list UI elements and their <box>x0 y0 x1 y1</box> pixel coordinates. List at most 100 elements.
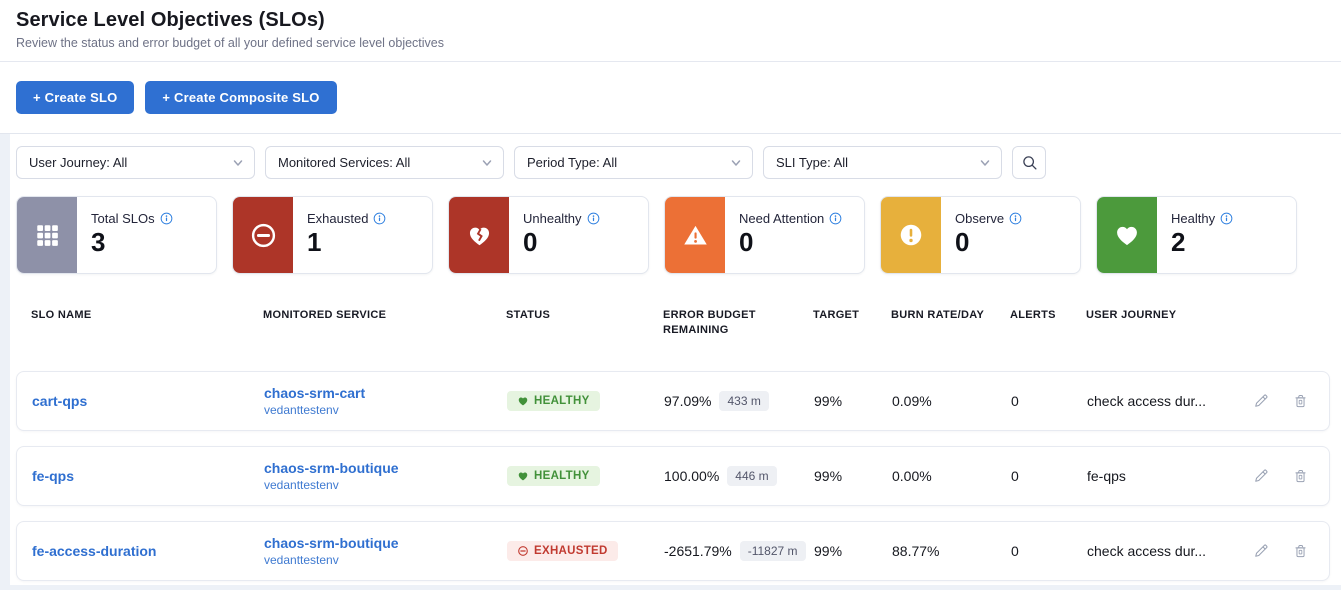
stat-card-need-attention[interactable]: Need Attention 0 <box>664 196 865 274</box>
stat-label: Healthy <box>1171 211 1216 226</box>
error-budget-percent: 97.09% <box>664 393 712 409</box>
stat-card-unhealthy[interactable]: Unhealthy 0 <box>448 196 649 274</box>
column-header: MONITORED SERVICE <box>263 309 387 321</box>
alert-circle-icon <box>881 197 941 273</box>
page-header: Service Level Objectives (SLOs) Review t… <box>0 0 1341 62</box>
grid-icon <box>17 197 77 273</box>
burn-rate-value: 0.00% <box>892 468 932 484</box>
stat-label: Exhausted <box>307 211 369 226</box>
column-header: ALERTS <box>1010 309 1056 321</box>
alerts-count: 0 <box>1011 543 1019 559</box>
status-icon <box>517 395 529 407</box>
info-icon[interactable] <box>829 212 842 225</box>
stat-label: Unhealthy <box>523 211 582 226</box>
info-icon[interactable] <box>1009 212 1022 225</box>
column-header: BURN RATE/DAY <box>891 309 985 321</box>
stat-label: Total SLOs <box>91 211 155 226</box>
error-budget-percent: -2651.79% <box>664 543 732 559</box>
status-badge: EXHAUSTED <box>507 541 618 561</box>
chevron-down-icon <box>730 157 742 169</box>
table-row: fe-access-duration chaos-srm-boutique ve… <box>16 521 1330 581</box>
content-area: User Journey: All Monitored Services: Al… <box>0 133 1341 590</box>
filter-select[interactable]: SLI Type: All <box>763 146 1002 179</box>
edit-slo-button[interactable] <box>1252 542 1270 560</box>
table-row: fe-qps chaos-srm-boutique vedanttestenv … <box>16 446 1330 506</box>
monitored-service-link[interactable]: chaos-srm-boutique <box>264 460 399 476</box>
alerts-count: 0 <box>1011 393 1019 409</box>
target-value: 99% <box>814 468 843 484</box>
user-journey-value: check access dur... <box>1087 543 1207 559</box>
page-title: Service Level Objectives (SLOs) <box>16 9 325 31</box>
create-slo-button[interactable]: + Create SLO <box>16 81 135 114</box>
filter-select[interactable]: Monitored Services: All <box>265 146 504 179</box>
monitored-service-link[interactable]: chaos-srm-boutique <box>264 535 399 551</box>
search-button[interactable] <box>1012 146 1046 179</box>
user-journey-value: fe-qps <box>1087 468 1126 484</box>
slo-table-body: cart-qps chaos-srm-cart vedanttestenv HE… <box>16 371 1341 581</box>
stat-value: 3 <box>91 227 106 257</box>
error-budget-minutes: -11827 m <box>739 541 806 561</box>
burn-rate-value: 88.77% <box>892 543 940 559</box>
column-header: TARGET <box>813 309 860 321</box>
status-badge: HEALTHY <box>507 391 600 411</box>
stat-value: 1 <box>307 227 322 257</box>
toolbar: + Create SLO + Create Composite SLO <box>0 62 1341 133</box>
stat-label: Need Attention <box>739 211 825 226</box>
service-environment: vedanttestenv <box>264 553 339 567</box>
create-composite-slo-button[interactable]: + Create Composite SLO <box>145 81 337 114</box>
broken-heart-icon <box>449 197 509 273</box>
delete-slo-button[interactable] <box>1292 392 1309 410</box>
chevron-down-icon <box>481 157 493 169</box>
error-budget-minutes: 433 m <box>719 391 769 411</box>
status-badge: HEALTHY <box>507 466 600 486</box>
alerts-count: 0 <box>1011 468 1019 484</box>
stat-card-exhausted[interactable]: Exhausted 1 <box>232 196 433 274</box>
info-icon[interactable] <box>373 212 386 225</box>
column-header: ERROR BUDGET REMAINING <box>663 309 756 336</box>
slo-name-link[interactable]: fe-access-duration <box>32 543 157 559</box>
stat-value: 2 <box>1171 227 1186 257</box>
info-icon[interactable] <box>1220 212 1233 225</box>
stat-value: 0 <box>739 227 754 257</box>
burn-rate-value: 0.09% <box>892 393 932 409</box>
delete-slo-button[interactable] <box>1292 542 1309 560</box>
user-journey-value: check access dur... <box>1087 393 1207 409</box>
target-value: 99% <box>814 393 843 409</box>
chevron-down-icon <box>232 157 244 169</box>
table-header: SLO NAME MONITORED SERVICE STATUS ERROR BUD… <box>16 308 1341 352</box>
target-value: 99% <box>814 543 843 559</box>
heart-icon <box>1097 197 1157 273</box>
table-row: cart-qps chaos-srm-cart vedanttestenv HE… <box>16 371 1330 431</box>
warning-triangle-icon <box>665 197 725 273</box>
edit-slo-button[interactable] <box>1252 467 1270 485</box>
slo-name-link[interactable]: cart-qps <box>32 393 88 409</box>
error-budget-minutes: 446 m <box>727 466 777 486</box>
page-subtitle: Review the status and error budget of al… <box>16 36 445 50</box>
monitored-service-link[interactable]: chaos-srm-cart <box>264 385 366 401</box>
column-header: USER JOURNEY <box>1086 309 1177 321</box>
stat-card-healthy[interactable]: Healthy 2 <box>1096 196 1297 274</box>
filter-select[interactable]: User Journey: All <box>16 146 255 179</box>
edit-slo-button[interactable] <box>1252 392 1270 410</box>
slo-name-link[interactable]: fe-qps <box>32 468 74 484</box>
stat-card-total-slos[interactable]: Total SLOs 3 <box>16 196 217 274</box>
filter-bar: User Journey: All Monitored Services: Al… <box>16 146 1341 179</box>
stat-label: Observe <box>955 211 1005 226</box>
filter-select[interactable]: Period Type: All <box>514 146 753 179</box>
stat-value: 0 <box>523 227 538 257</box>
status-icon <box>517 545 529 557</box>
slo-stats-row: Total SLOs 3 Exhausted 1 Unhealthy 0 <box>16 196 1341 274</box>
column-header: STATUS <box>506 309 551 321</box>
service-environment: vedanttestenv <box>264 478 339 492</box>
column-header: SLO NAME <box>31 309 92 321</box>
stat-value: 0 <box>955 227 970 257</box>
delete-slo-button[interactable] <box>1292 467 1309 485</box>
chevron-down-icon <box>979 157 991 169</box>
service-environment: vedanttestenv <box>264 403 339 417</box>
stat-card-observe[interactable]: Observe 0 <box>880 196 1081 274</box>
info-icon[interactable] <box>160 212 173 225</box>
status-icon <box>517 470 529 482</box>
error-budget-percent: 100.00% <box>664 468 720 484</box>
minus-circle-icon <box>233 197 293 273</box>
info-icon[interactable] <box>587 212 600 225</box>
